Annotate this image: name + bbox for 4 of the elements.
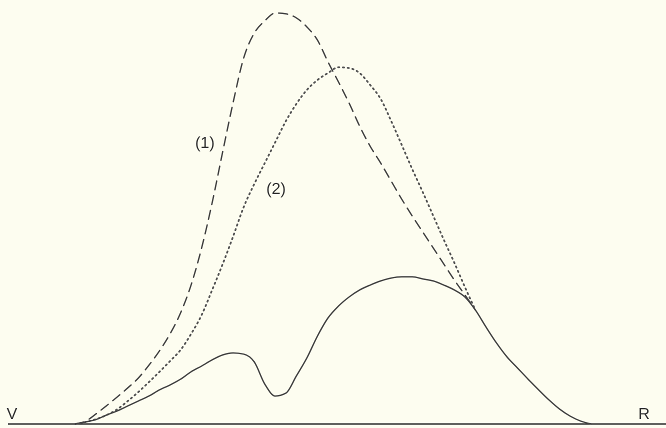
series-label: (2) bbox=[266, 181, 286, 198]
x-tick-label: R bbox=[638, 406, 650, 423]
x-tick-label: V bbox=[6, 406, 18, 423]
series-label: (1) bbox=[195, 135, 215, 152]
